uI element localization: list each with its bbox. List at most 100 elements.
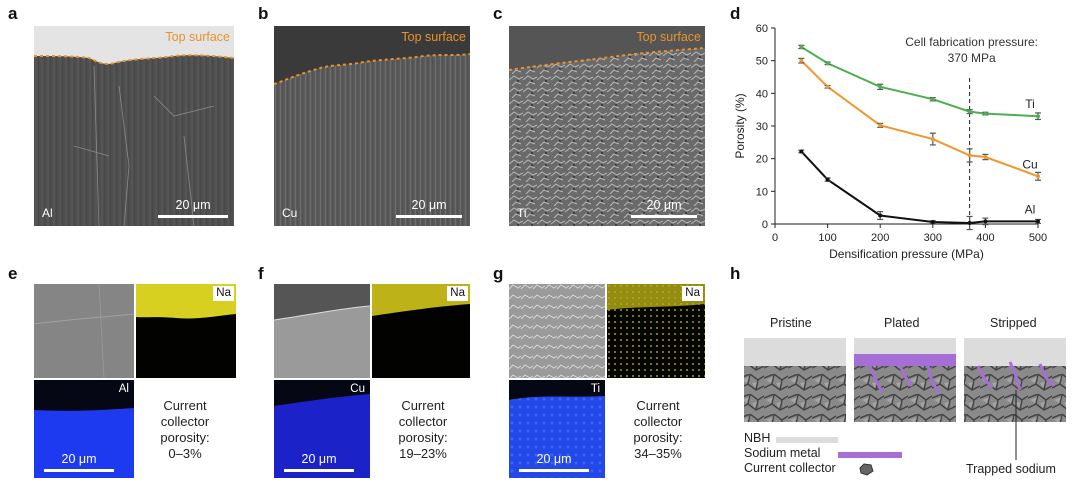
data-point-ti <box>825 61 830 66</box>
panel-g-letter: g <box>493 264 504 283</box>
panel-c-letter: c <box>493 4 503 23</box>
eds-sem-al <box>34 284 134 378</box>
panel-b-letter: b <box>258 4 269 23</box>
data-point-al <box>799 149 804 154</box>
data-point-ti <box>1036 114 1040 119</box>
x-axis-label: Densification pressure (MPa) <box>829 247 984 261</box>
material-label-c: Ti <box>517 206 527 220</box>
series-label-ti: Ti <box>1025 97 1035 111</box>
scale-bar-f <box>284 469 354 472</box>
sem-image-ti: Top surface Ti 20 μm <box>509 26 705 226</box>
eds-sem-ti-graphic <box>509 284 605 378</box>
y-axis-label: Porosity (%) <box>733 93 747 158</box>
sem-ti-graphic <box>509 26 705 226</box>
data-point-cu <box>983 155 988 160</box>
pristine-schematic <box>744 338 846 422</box>
data-point-al <box>825 177 830 182</box>
y-tick-label: 20 <box>756 154 768 166</box>
data-point-cu <box>799 58 804 63</box>
eds-metal-map-al: Al 20 μm <box>34 380 134 478</box>
annotation-text-line1: Cell fabrication pressure: <box>905 35 1038 49</box>
series-label-cu: Cu <box>1022 157 1037 171</box>
data-point-al <box>967 221 972 226</box>
annotation-text-line2: 370 MPa <box>948 51 996 65</box>
eds-label-na-f: Na <box>447 286 468 301</box>
eds-al-graphic <box>34 380 134 478</box>
series-line-al <box>800 150 1038 225</box>
porosity-text-f: Current collector porosity: 19–23% <box>398 398 448 461</box>
scale-bar-text-c: 20 μm <box>646 198 682 212</box>
panel-d-letter: d <box>730 4 741 23</box>
scale-bar-text-e: 20 μm <box>61 452 97 466</box>
material-label-b: Cu <box>282 206 298 220</box>
eds-sem-ti <box>509 284 605 378</box>
series-line-cu <box>800 59 1039 178</box>
scale-bar-text-g: 20 μm <box>536 452 572 466</box>
plated-schematic <box>854 338 956 422</box>
data-point-cu <box>967 153 972 158</box>
legend-collector-label: Current collector <box>744 461 836 475</box>
data-point-ti <box>983 111 988 116</box>
material-label-a: Al <box>42 206 53 220</box>
porosity-text-e: Current collector porosity: 0–3% <box>160 398 210 461</box>
eds-na-map-al: Na <box>136 284 236 378</box>
data-point-ti <box>967 109 972 114</box>
eds-sem-cu <box>274 284 370 378</box>
scale-bar-text-a: 20 μm <box>175 198 211 212</box>
scale-bar-c <box>631 215 697 218</box>
y-tick-label: 10 <box>756 186 768 198</box>
stage-label-stripped: Stripped <box>990 316 1037 330</box>
eds-sem-cu-graphic <box>274 284 370 378</box>
stripped-schematic <box>964 338 1066 422</box>
stage-label-plated: Plated <box>884 316 920 330</box>
top-surface-label-c: Top surface <box>636 30 701 44</box>
schematic-diagram <box>744 338 1066 424</box>
data-point-cu <box>878 123 883 128</box>
legend-sodium-label: Sodium metal <box>744 446 821 460</box>
eds-metal-map-cu: Cu 20 μm <box>274 380 370 478</box>
data-point-ti <box>799 44 804 49</box>
panel-a-letter: a <box>8 4 18 23</box>
eds-label-metal-g: Ti <box>590 383 600 395</box>
eds-na-ti-graphic <box>607 284 705 378</box>
sem-cu-graphic <box>274 26 470 226</box>
scale-bar-text-b: 20 μm <box>411 198 447 212</box>
panel-e-letter: e <box>8 264 18 283</box>
top-surface-label-a: Top surface <box>165 30 230 44</box>
y-tick-label: 60 <box>756 23 768 35</box>
porosity-text-g: Current collector porosity: 34–35% <box>633 398 683 461</box>
data-point-ti <box>878 84 883 89</box>
x-tick-label: 300 <box>924 232 942 244</box>
x-tick-label: 0 <box>772 232 778 244</box>
data-point-al <box>930 220 935 225</box>
data-point-al <box>878 213 883 218</box>
series-line-ti <box>800 46 1039 118</box>
eds-label-metal-f: Cu <box>350 383 365 395</box>
scale-bar-g <box>519 469 589 472</box>
eds-na-map-ti: Na <box>607 284 705 378</box>
eds-metal-map-ti: Ti 20 μm <box>509 380 605 478</box>
scale-bar-a <box>158 215 228 218</box>
eds-label-na-e: Na <box>213 286 234 301</box>
eds-na-map-cu: Na <box>372 284 470 378</box>
x-tick-label: 500 <box>1029 232 1047 244</box>
x-tick-label: 200 <box>871 232 889 244</box>
legend-nbh-swatch <box>776 437 838 443</box>
data-point-al <box>1036 219 1040 224</box>
eds-ti-graphic <box>509 380 605 478</box>
eds-sem-al-graphic <box>34 284 134 378</box>
legend-nbh-label: NBH <box>744 431 771 445</box>
scale-bar-e <box>44 469 114 472</box>
y-tick-label: 30 <box>756 121 768 133</box>
data-point-ti <box>930 97 935 102</box>
eds-label-na-g: Na <box>682 286 703 301</box>
y-tick-label: 50 <box>756 56 768 68</box>
legend-sodium-swatch <box>838 452 902 458</box>
eds-cu-graphic <box>274 380 370 478</box>
y-tick-label: 40 <box>756 88 768 100</box>
series-label-al: Al <box>1025 202 1036 216</box>
legend-collector-icon <box>859 463 874 476</box>
x-tick-label: 400 <box>976 232 994 244</box>
x-tick-label: 100 <box>818 232 836 244</box>
panel-h-letter: h <box>730 264 741 283</box>
